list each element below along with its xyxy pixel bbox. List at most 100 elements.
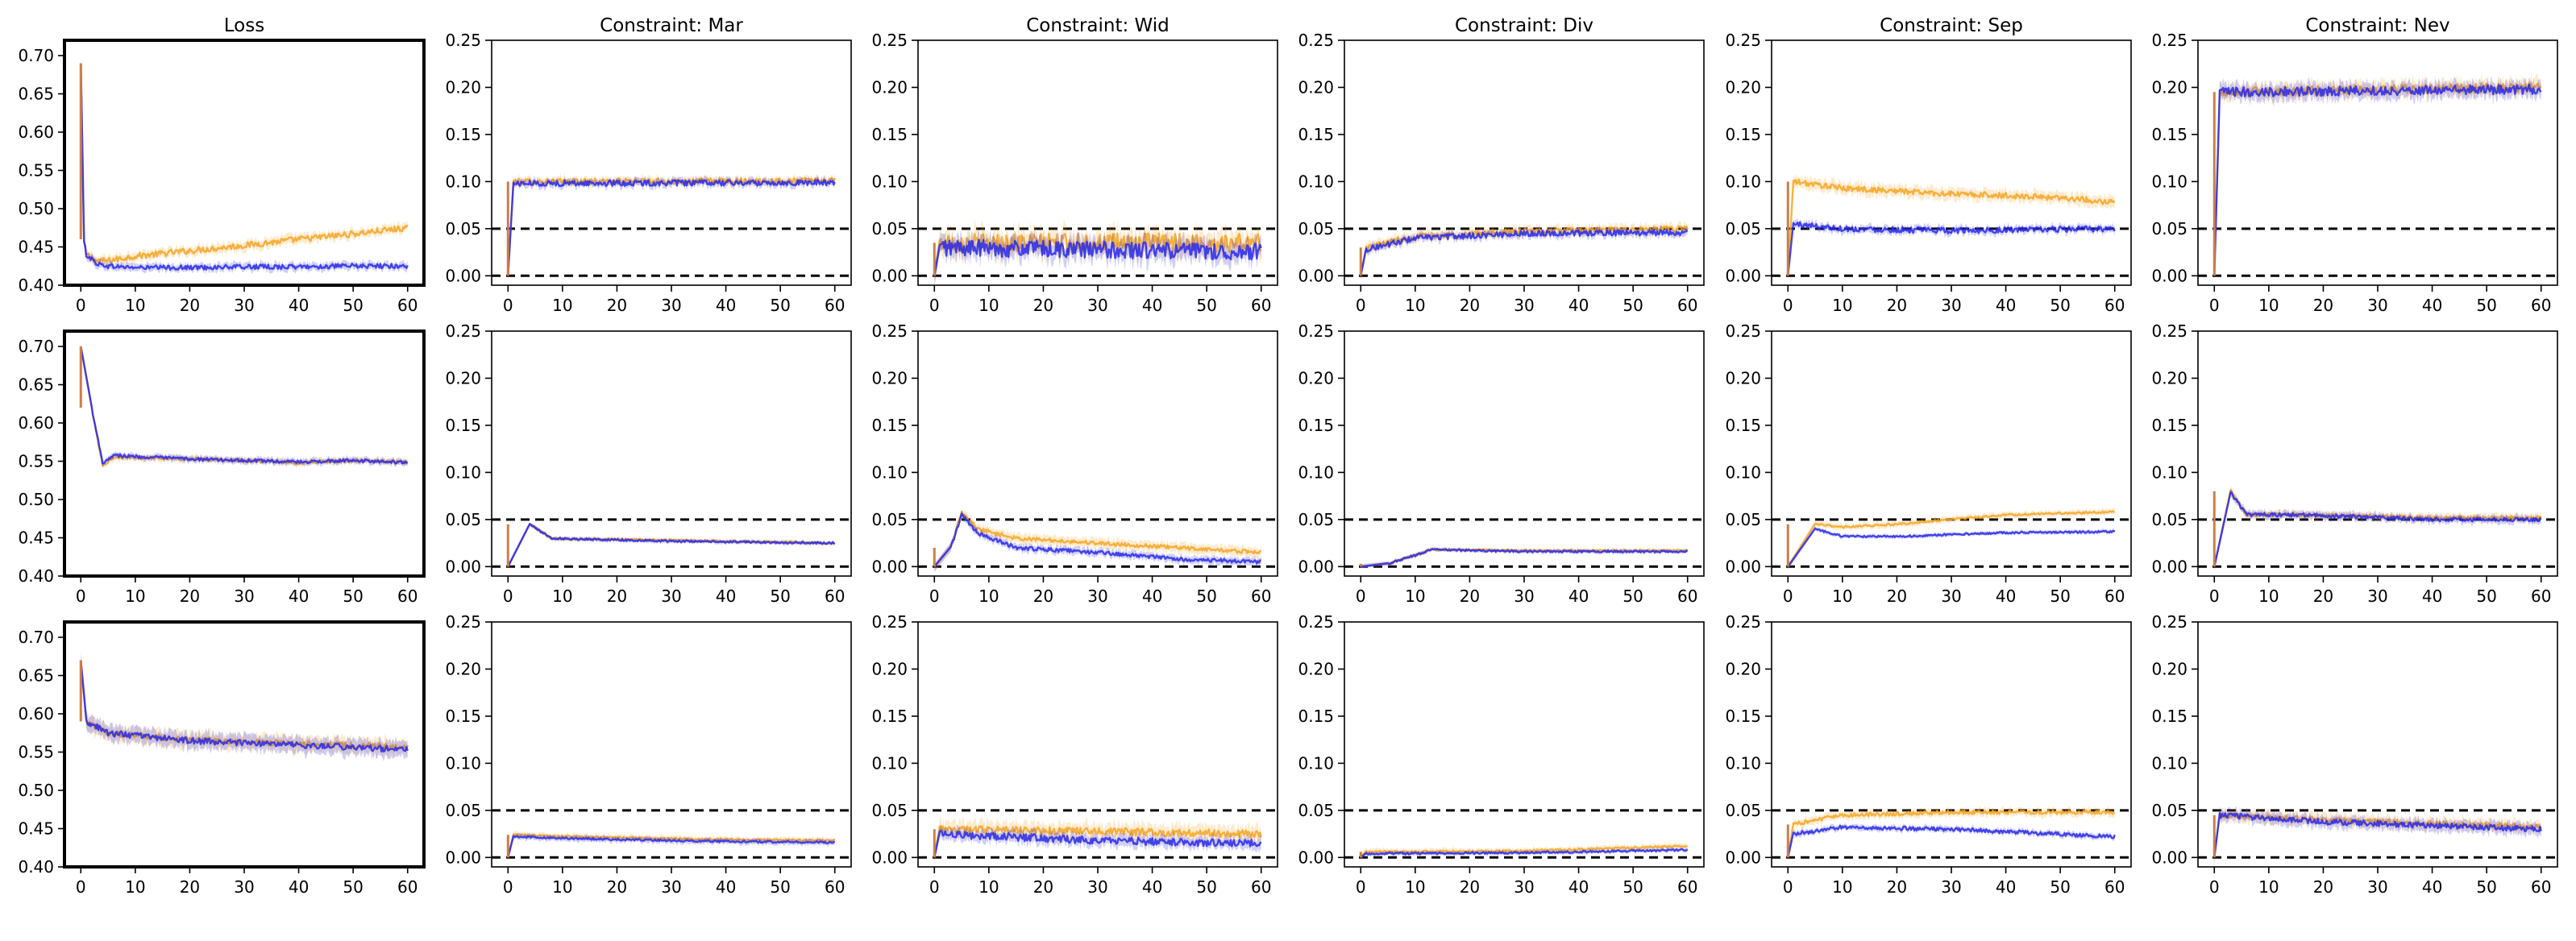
y-tick-label: 0.15 bbox=[1298, 416, 1334, 435]
x-tick-label: 60 bbox=[1251, 587, 1271, 606]
x-tick-label: 30 bbox=[1941, 296, 1961, 315]
y-tick-label: 0.05 bbox=[1725, 510, 1761, 529]
x-tick-label: 10 bbox=[978, 296, 999, 315]
x-tick-label: 50 bbox=[343, 587, 363, 606]
x-tick-label: 40 bbox=[1142, 296, 1162, 315]
x-tick-label: 60 bbox=[825, 296, 845, 315]
y-tick-label: 0.10 bbox=[871, 172, 908, 191]
series-line-A bbox=[80, 63, 409, 264]
x-tick-label: 20 bbox=[1460, 296, 1480, 315]
x-tick-label: 10 bbox=[1832, 296, 1852, 315]
x-tick-label: 10 bbox=[1832, 587, 1852, 606]
y-tick-label: 0.10 bbox=[1298, 753, 1334, 773]
x-tick-label: 0 bbox=[76, 877, 86, 897]
y-tick-label: 0.20 bbox=[871, 659, 908, 678]
y-tick-label: 0.15 bbox=[1725, 416, 1761, 435]
plot-area bbox=[1344, 809, 1704, 860]
axes-frame bbox=[491, 621, 852, 868]
series-line-A bbox=[933, 510, 1261, 568]
y-tick-label: 0.20 bbox=[2151, 659, 2188, 678]
plot-area bbox=[2198, 485, 2557, 571]
plot-area bbox=[1772, 805, 2131, 862]
plot-area bbox=[79, 653, 409, 762]
x-tick-label: 0 bbox=[1356, 296, 1366, 315]
x-tick-label: 50 bbox=[1196, 296, 1216, 315]
x-tick-label: 30 bbox=[1941, 587, 1961, 606]
x-tick-label: 10 bbox=[125, 296, 145, 315]
y-tick-label: 0.20 bbox=[445, 659, 481, 678]
subplot-r2c1: 0.00 0.05 0.10 0.15 0.20 0.25 0 10 20 30 40 50 60 bbox=[445, 612, 852, 897]
y-tick-label: 0.70 bbox=[18, 46, 54, 65]
x-tick-label: 0 bbox=[1356, 877, 1366, 897]
y-tick-label: 0.65 bbox=[18, 666, 54, 686]
x-tick-label: 60 bbox=[397, 587, 418, 606]
y-tick-label: 0.45 bbox=[18, 238, 54, 257]
y-tick-label: 0.10 bbox=[1725, 172, 1761, 191]
y-tick-label: 0.20 bbox=[2151, 77, 2188, 97]
x-tick-label: 50 bbox=[1196, 877, 1216, 897]
y-tick-label: 0.10 bbox=[1298, 172, 1334, 191]
y-tick-label: 0.15 bbox=[445, 707, 481, 726]
x-tick-label: 60 bbox=[1677, 877, 1697, 897]
y-tick-label: 0.05 bbox=[2151, 510, 2188, 529]
series-line-A bbox=[2213, 81, 2542, 276]
y-tick-label: 0.25 bbox=[445, 31, 481, 50]
y-tick-label: 0.15 bbox=[871, 416, 908, 435]
y-tick-label: 0.25 bbox=[871, 612, 908, 632]
x-tick-label: 20 bbox=[1887, 877, 1907, 897]
x-tick-label: 60 bbox=[397, 877, 418, 897]
x-tick-label: 50 bbox=[1622, 296, 1643, 315]
x-tick-label: 20 bbox=[1033, 296, 1053, 315]
series-line-B bbox=[2213, 491, 2542, 567]
x-tick-label: 60 bbox=[397, 296, 418, 315]
y-tick-label: 0.10 bbox=[1298, 462, 1334, 482]
subplot-r1c1: 0.00 0.05 0.10 0.15 0.20 0.25 0 10 20 30 40 50 60 bbox=[445, 321, 852, 606]
y-tick-label: 0.15 bbox=[2151, 707, 2188, 726]
x-tick-label: 0 bbox=[76, 587, 86, 606]
x-tick-label: 20 bbox=[1033, 587, 1053, 606]
subplot-title: Constraint: Mar bbox=[600, 15, 743, 36]
x-tick-label: 30 bbox=[234, 877, 254, 897]
series-band-A bbox=[508, 830, 835, 861]
y-tick-label: 0.00 bbox=[1298, 557, 1334, 576]
series-line-A bbox=[1360, 844, 1689, 859]
axes-frame bbox=[2197, 39, 2558, 286]
y-tick-label: 0.20 bbox=[1725, 77, 1761, 97]
x-tick-label: 40 bbox=[2422, 877, 2442, 897]
series-band-B bbox=[508, 522, 835, 568]
x-tick-label: 40 bbox=[1568, 587, 1589, 606]
series-band-A bbox=[2214, 73, 2541, 281]
series-line-A bbox=[80, 346, 409, 467]
subplot-r2c0: 0.40 0.45 0.50 0.55 0.60 0.65 0.70 0 10 20 30 40 50 6… bbox=[18, 620, 426, 897]
y-tick-label: 0.20 bbox=[445, 77, 481, 97]
y-tick-label: 0.05 bbox=[1298, 801, 1334, 820]
y-tick-label: 0.25 bbox=[1725, 31, 1761, 50]
y-tick-label: 0.00 bbox=[871, 266, 908, 285]
x-tick-label: 40 bbox=[1142, 587, 1162, 606]
x-tick-label: 40 bbox=[2422, 587, 2442, 606]
plot-area bbox=[492, 518, 851, 569]
plot-area bbox=[79, 343, 409, 470]
x-tick-label: 40 bbox=[716, 296, 736, 315]
y-tick-label: 0.50 bbox=[18, 490, 54, 509]
series-band-B bbox=[2214, 76, 2541, 284]
y-tick-label: 0.25 bbox=[871, 321, 908, 341]
y-tick-label: 0.15 bbox=[445, 125, 481, 144]
y-tick-label: 0.10 bbox=[445, 172, 481, 191]
x-tick-label: 20 bbox=[1887, 587, 1907, 606]
y-tick-label: 0.25 bbox=[2151, 612, 2188, 632]
axes-frame bbox=[1771, 39, 2132, 286]
y-tick-label: 0.50 bbox=[18, 781, 54, 800]
x-tick-label: 30 bbox=[661, 877, 681, 897]
y-tick-label: 0.25 bbox=[445, 612, 481, 632]
series-line-B bbox=[507, 523, 836, 567]
y-tick-label: 0.15 bbox=[2151, 125, 2188, 144]
subplot-r1c3: 0.00 0.05 0.10 0.15 0.20 0.25 0 10 20 30 40 50 60 bbox=[1298, 321, 1705, 606]
x-tick-label: 10 bbox=[1405, 296, 1425, 315]
y-tick-label: 0.10 bbox=[445, 462, 481, 482]
x-tick-label: 20 bbox=[1460, 877, 1480, 897]
y-tick-label: 0.25 bbox=[1298, 612, 1334, 632]
subplot-r0c2: 0.00 0.05 0.10 0.15 0.20 0.25 0 10 20 30 40 50 60 Con… bbox=[871, 15, 1278, 315]
x-tick-label: 10 bbox=[1405, 587, 1425, 606]
x-tick-label: 30 bbox=[1514, 877, 1534, 897]
